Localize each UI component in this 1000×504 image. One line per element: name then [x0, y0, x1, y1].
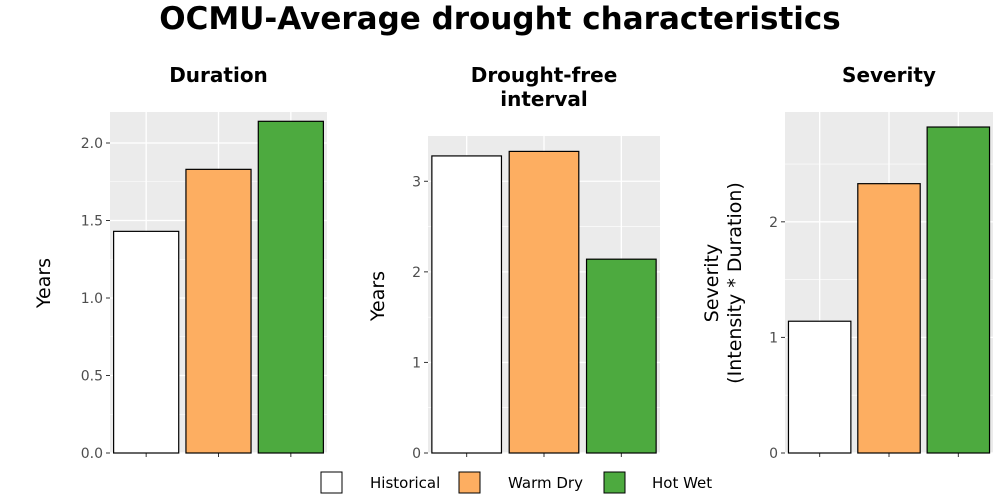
y-tick-label: 1.5: [81, 214, 103, 230]
panel-title: Drought-free interval: [471, 63, 618, 111]
y-axis-label: Years: [367, 271, 389, 322]
y-tick-label: 2: [769, 215, 778, 231]
y-axis-label: (Intensity * Duration): [724, 182, 746, 384]
chart-title: OCMU-Average drought characteristics: [159, 1, 840, 37]
bar-hot-wet: [585, 258, 657, 454]
y-tick-label: 2: [412, 265, 421, 281]
y-tick-label: 0: [769, 446, 778, 462]
chart-panel-2: 0 1 2 3 Drought-free interval Years: [367, 63, 660, 462]
y-tick-label: 0.0: [81, 446, 103, 462]
bar-warm-dry: [857, 183, 921, 454]
y-axis-label: Years: [33, 258, 55, 309]
y-axis-label: Severity: [701, 244, 723, 322]
y-tick-label: 0: [412, 446, 421, 462]
y-tick-label: 2.0: [81, 136, 103, 152]
y-tick-label: 1: [412, 355, 421, 371]
legend-label-1: Historical: [370, 474, 440, 492]
legend-key-1: [320, 471, 343, 494]
bar-hot-wet: [926, 126, 991, 454]
legend-key-2: [458, 471, 481, 494]
bar-historical: [431, 155, 503, 454]
legend-label-2: Warm Dry: [508, 474, 583, 492]
panel-title: Severity: [842, 63, 936, 87]
bar-historical: [113, 230, 180, 454]
panel-title: Duration: [169, 63, 268, 87]
bar-hot-wet: [257, 120, 324, 454]
y-tick-label: 1.0: [81, 291, 103, 307]
legend-label-3: Hot Wet: [652, 474, 712, 492]
bar-warm-dry: [508, 150, 580, 454]
legend: Historical Warm Dry Hot Wet: [320, 471, 712, 494]
bar-warm-dry: [185, 168, 252, 454]
chart-panel-1: 0.0 0.5 1.0 1.5 2.0 Duration Years: [33, 63, 327, 462]
legend-key-3: [603, 471, 626, 494]
y-tick-label: 1: [769, 330, 778, 346]
y-tick-label: 3: [412, 174, 421, 190]
y-tick-label: 0.5: [81, 369, 103, 385]
bar-historical: [787, 320, 852, 454]
